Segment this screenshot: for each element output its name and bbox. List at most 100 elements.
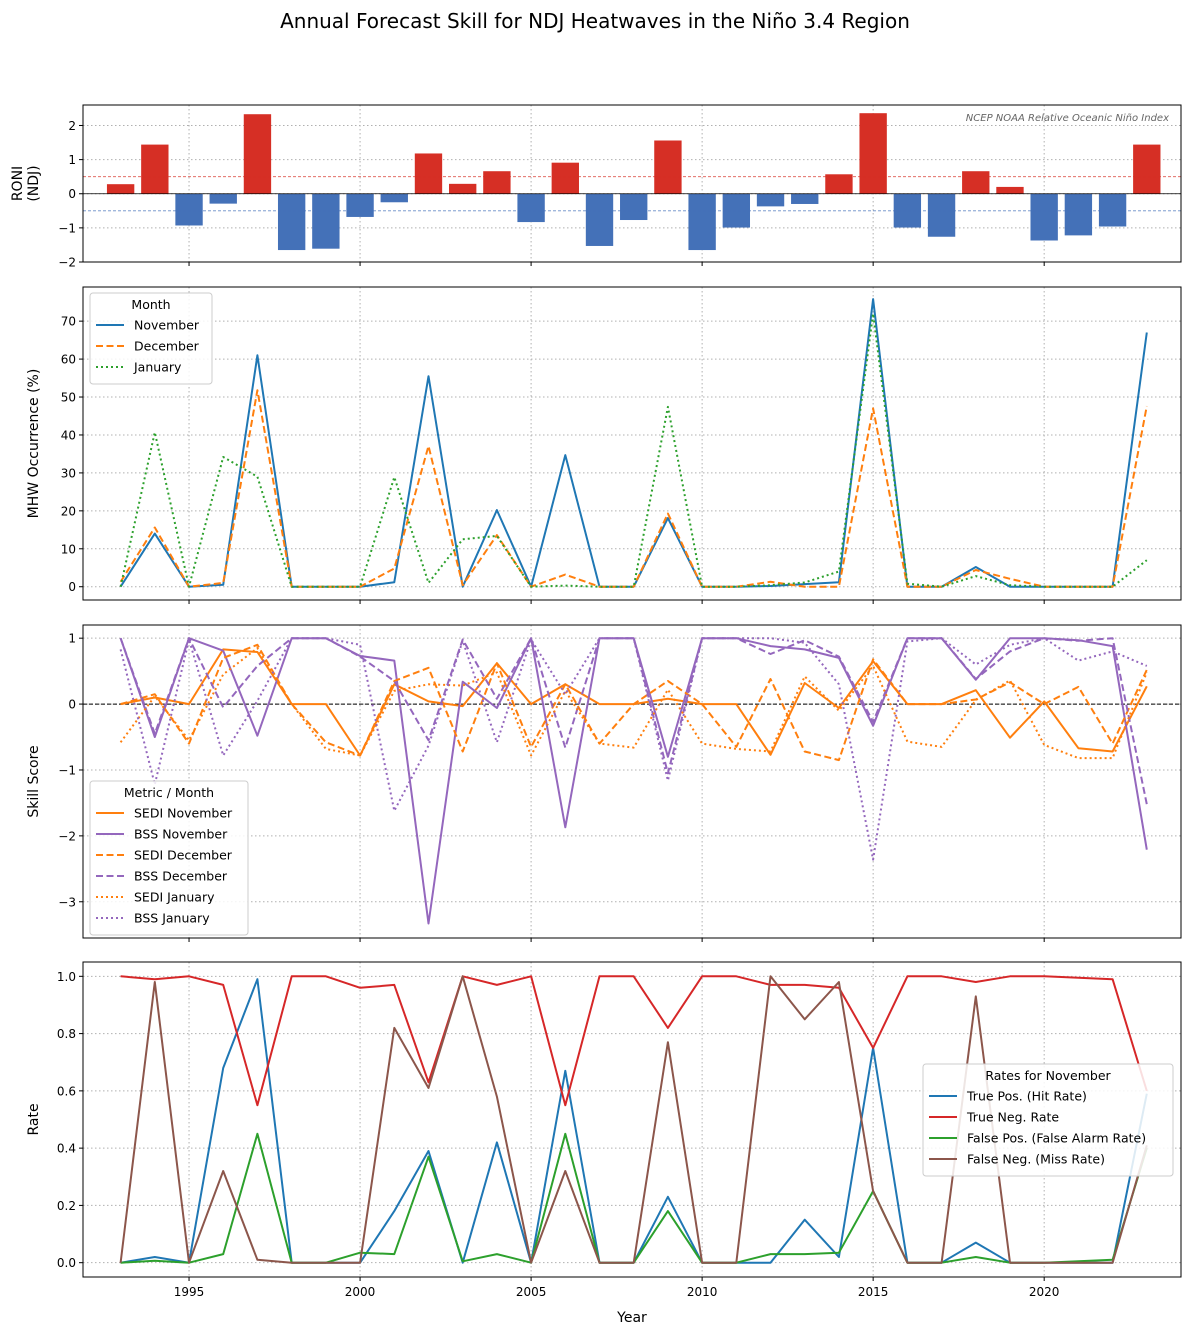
roni-annotation: NCEP NOAA Relative Oceanic Niño Index bbox=[966, 113, 1169, 124]
y-axis-label: Rate bbox=[26, 1103, 42, 1135]
x-tick-label: 2020 bbox=[1029, 1285, 1060, 1299]
bar-1997 bbox=[243, 114, 272, 194]
y-tick-label: −2 bbox=[58, 256, 76, 270]
legend-box bbox=[922, 1063, 1174, 1177]
legend-label: SEDI December bbox=[134, 848, 233, 863]
legend-title: Rates for November bbox=[985, 1068, 1111, 1083]
series-line-bss-december bbox=[119, 637, 1148, 805]
axes-frame bbox=[82, 961, 1182, 1278]
bar-2015 bbox=[859, 113, 887, 194]
legend-label: December bbox=[134, 339, 200, 354]
bar-2014 bbox=[825, 174, 853, 194]
legend-label: True Pos. (Hit Rate) bbox=[966, 1089, 1087, 1104]
series-line-december bbox=[119, 389, 1148, 588]
bar-2006 bbox=[551, 162, 579, 194]
y-tick-label: −2 bbox=[58, 829, 76, 843]
legend-label: SEDI November bbox=[134, 806, 233, 821]
panel-4: 1995 2000 2005 2010 2015 2020 0.0 0.2 0.4 0.6 0.8 1… bbox=[26, 961, 1182, 1299]
x-tick-label: 2000 bbox=[345, 1285, 376, 1299]
panel-1: NCEP NOAA Relative Oceanic Niño Index −2 −… bbox=[10, 104, 1182, 270]
series-line-true-neg-rate bbox=[120, 975, 1148, 1107]
series-line-false-neg-miss-rate- bbox=[119, 975, 1148, 1264]
legend-title: Metric / Month bbox=[124, 785, 214, 800]
axes-frame bbox=[82, 286, 1182, 601]
y-tick-label: 0.2 bbox=[57, 1199, 76, 1213]
x-tick-label: 2005 bbox=[516, 1285, 547, 1299]
y-tick-label: −3 bbox=[58, 895, 76, 909]
legend-label: False Pos. (False Alarm Rate) bbox=[967, 1131, 1146, 1146]
y-tick-label: 30 bbox=[61, 466, 76, 480]
y-tick-label: 50 bbox=[61, 391, 76, 405]
x-axis-label: Year bbox=[616, 1310, 647, 1326]
bar-2019 bbox=[996, 186, 1024, 194]
bar-2012 bbox=[756, 193, 785, 207]
bar-2003 bbox=[449, 183, 477, 194]
plot-area: NCEP NOAA Relative Oceanic Niño Index −2 −… bbox=[10, 104, 1182, 1299]
y-tick-label: 1 bbox=[68, 153, 76, 167]
axes-frame bbox=[82, 104, 1182, 263]
x-tick-label: 2010 bbox=[687, 1285, 718, 1299]
y-tick-label: 0 bbox=[68, 187, 76, 201]
series-line-bss-january bbox=[119, 637, 1148, 861]
y-tick-label: 1.0 bbox=[57, 970, 76, 984]
legend-label: January bbox=[133, 360, 182, 375]
y-tick-label: 1 bbox=[68, 632, 76, 646]
bar-2002 bbox=[414, 153, 443, 194]
y-tick-label: 20 bbox=[61, 504, 76, 518]
y-tick-label: −1 bbox=[58, 221, 76, 235]
legend-label: BSS November bbox=[134, 827, 228, 842]
legend: Month November December January bbox=[89, 292, 213, 385]
y-tick-label: 2 bbox=[68, 119, 76, 133]
bar-1996 bbox=[209, 193, 237, 204]
legend: Rates for November True Pos. (Hit Rate) Tr… bbox=[922, 1063, 1174, 1177]
panel-2: 0 10 20 30 40 50 60 70 MHW Occurrence (%) Month No… bbox=[26, 286, 1182, 604]
series-line-january bbox=[119, 312, 1148, 588]
bar-2008 bbox=[620, 193, 648, 221]
legend-label: November bbox=[134, 318, 200, 333]
legend-label: BSS December bbox=[134, 869, 228, 884]
bar-1998 bbox=[277, 193, 306, 251]
y-axis-label: RONI bbox=[10, 166, 26, 201]
bar-2016 bbox=[893, 193, 922, 228]
legend-label: BSS January bbox=[134, 911, 210, 926]
legend-box bbox=[89, 780, 249, 936]
bar-2023 bbox=[1133, 144, 1161, 194]
legend-box bbox=[89, 292, 213, 385]
bar-1993 bbox=[106, 184, 135, 194]
bar-2013 bbox=[791, 193, 819, 204]
bar-2007 bbox=[585, 193, 614, 246]
y-tick-label: 0.8 bbox=[57, 1027, 76, 1041]
series-line-bss-november bbox=[119, 637, 1148, 925]
bar-2021 bbox=[1064, 193, 1093, 236]
y-tick-label: 10 bbox=[61, 542, 76, 556]
series-line-sedi-january bbox=[119, 647, 1148, 760]
y-tick-label: 0.6 bbox=[57, 1084, 76, 1098]
bar-1995 bbox=[175, 193, 203, 226]
series-line-november bbox=[119, 298, 1148, 588]
bar-2009 bbox=[654, 140, 682, 194]
y-tick-label: 0.4 bbox=[57, 1142, 76, 1156]
bar-2005 bbox=[517, 193, 545, 223]
bar-2010 bbox=[688, 193, 716, 251]
bar-2004 bbox=[483, 171, 511, 194]
bar-2018 bbox=[962, 171, 990, 194]
y-axis-label: MHW Occurrence (%) bbox=[26, 369, 42, 519]
bar-1994 bbox=[141, 144, 169, 194]
y-tick-label: 60 bbox=[61, 353, 76, 367]
y-tick-label: 70 bbox=[61, 315, 76, 329]
bar-2001 bbox=[380, 193, 408, 203]
legend-label: SEDI January bbox=[134, 890, 215, 905]
legend-title: Month bbox=[131, 297, 170, 312]
y-tick-label: 0.0 bbox=[57, 1256, 76, 1270]
panel-3: −3 −2 −1 0 1 Skill Score Metric / Month SEDI No… bbox=[26, 624, 1182, 942]
x-tick-label: 1995 bbox=[174, 1285, 205, 1299]
x-tick-label: 2015 bbox=[858, 1285, 889, 1299]
bar-2017 bbox=[927, 193, 956, 237]
bar-2022 bbox=[1098, 193, 1127, 227]
bar-2000 bbox=[346, 193, 374, 217]
y-tick-label: −1 bbox=[58, 763, 76, 777]
y-tick-label: 0 bbox=[68, 698, 76, 712]
y-tick-label: 40 bbox=[61, 428, 76, 442]
legend-label: True Neg. Rate bbox=[966, 1110, 1059, 1125]
